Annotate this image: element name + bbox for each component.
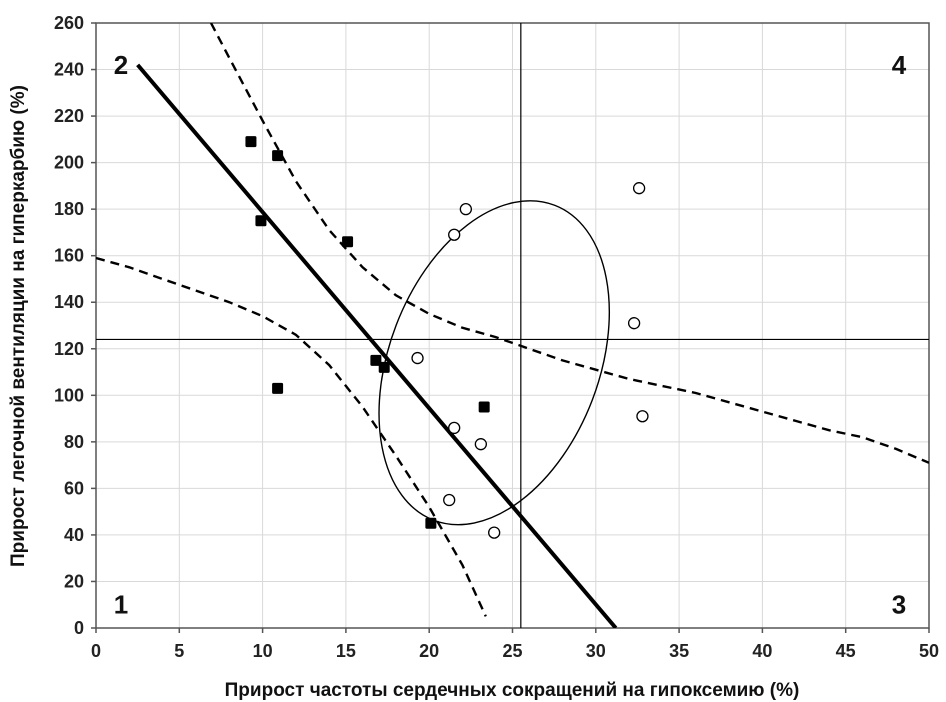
filled-square-point [378, 361, 390, 373]
y-tick-label: 220 [54, 106, 84, 126]
x-tick-label: 45 [836, 641, 856, 661]
y-axis-title: Прирост легочной вентиляции на гиперкарб… [8, 85, 29, 567]
quadrant-labels: 1 2 3 4 [114, 50, 907, 620]
y-tick-label: 260 [54, 13, 84, 33]
filled-square-point [245, 136, 257, 148]
open-circle-point [632, 182, 646, 195]
x-axis-title: Прирост частоты сердечных сокращений на … [225, 680, 800, 701]
y-tick-label: 100 [54, 385, 84, 405]
x-tick-label: 50 [919, 641, 939, 661]
open-circle-point [448, 228, 461, 241]
y-tick-label: 0 [74, 618, 84, 638]
y-tick-label: 80 [64, 432, 84, 452]
x-tick-label: 15 [336, 641, 356, 661]
open-circle-point [474, 438, 487, 451]
quadrant-label: 4 [892, 50, 907, 80]
x-tick-label: 10 [253, 641, 273, 661]
y-tick-label: 60 [64, 478, 84, 498]
y-tick-label: 40 [64, 525, 84, 545]
y-tick-label: 240 [54, 60, 84, 80]
x-tick-label: 20 [419, 641, 439, 661]
quadrant-label: 3 [892, 590, 906, 620]
data-points [245, 136, 649, 539]
y-tick-label: 180 [54, 199, 84, 219]
x-tick-label: 40 [752, 641, 772, 661]
upper-confidence-curve [209, 23, 929, 464]
filled-square-point [272, 382, 284, 394]
filled-square-point [342, 236, 354, 248]
grid [96, 23, 929, 628]
lower-confidence-curve [96, 256, 487, 617]
x-tick-label: 0 [91, 641, 101, 661]
y-tick-label: 120 [54, 339, 84, 359]
regression-line [136, 63, 618, 628]
y-tick-label: 160 [54, 246, 84, 266]
axis-ticks: 0 5 10 15 20 25 30 35 40 45 50 0 20 40 60 80 100 120 140 16… [54, 13, 939, 661]
open-circle-point [636, 410, 649, 423]
y-tick-label: 200 [54, 153, 84, 173]
open-circle-point [411, 351, 424, 365]
filled-square-point [370, 354, 382, 366]
open-circle-point [448, 421, 461, 435]
open-circle-point [443, 493, 456, 507]
y-tick-label: 20 [64, 571, 84, 591]
x-tick-label: 25 [502, 641, 522, 661]
filled-square-point [272, 150, 284, 162]
y-tick-label: 140 [54, 292, 84, 312]
filled-square-point [478, 401, 490, 413]
quadrant-label: 2 [114, 50, 128, 80]
filled-square-point [425, 517, 437, 529]
open-circle-point [488, 526, 501, 539]
reference-lines [96, 23, 929, 628]
filled-square-point [255, 215, 267, 227]
open-circle-point [459, 203, 473, 216]
quadrant-label: 1 [114, 590, 128, 620]
x-tick-label: 30 [586, 641, 606, 661]
x-tick-label: 5 [174, 641, 184, 661]
open-circle-point [627, 317, 641, 330]
x-tick-label: 35 [669, 641, 689, 661]
